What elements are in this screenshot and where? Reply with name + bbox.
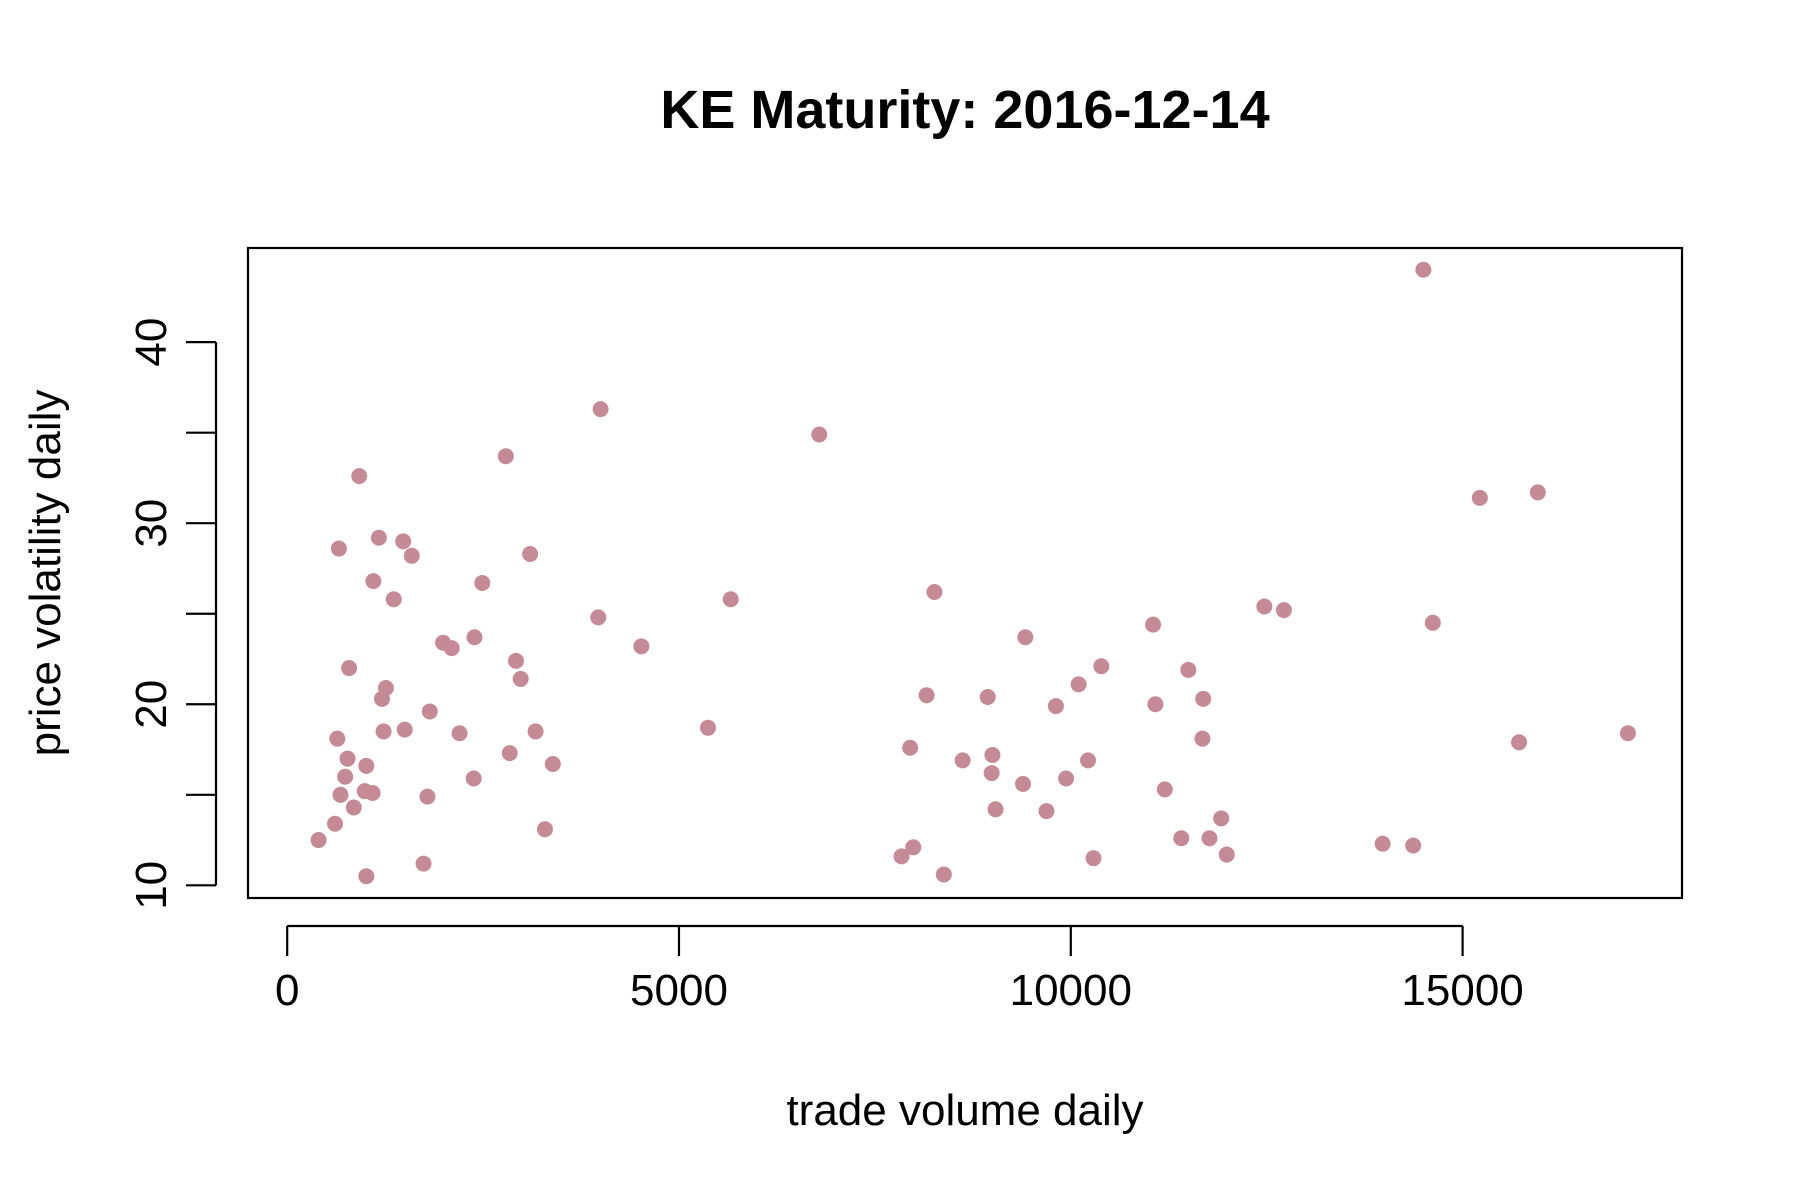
scatter-point xyxy=(592,401,609,418)
scatter-point xyxy=(1218,846,1235,863)
scatter-point xyxy=(984,746,1001,763)
scatter-point xyxy=(465,770,482,787)
scatter-point xyxy=(326,815,343,832)
scatter-point xyxy=(1256,598,1273,615)
x-tick-label: 10000 xyxy=(1010,966,1132,1015)
scatter-point xyxy=(377,679,394,696)
scatter-point xyxy=(1058,770,1075,787)
scatter-point xyxy=(1080,752,1097,769)
scatter-point xyxy=(375,723,392,740)
scatter-point xyxy=(811,426,828,443)
scatter-point xyxy=(443,640,460,657)
y-axis-label: price volatility daily xyxy=(21,390,70,757)
scatter-point xyxy=(905,839,922,856)
scatter-point xyxy=(1070,676,1087,693)
scatter-point xyxy=(1038,803,1055,820)
scatter-point xyxy=(1213,810,1230,827)
scatter-point xyxy=(466,629,483,646)
scatter-point xyxy=(337,768,354,785)
scatter-point xyxy=(419,788,436,805)
scatter-point xyxy=(536,821,553,838)
scatter-point xyxy=(497,448,514,465)
scatter-point xyxy=(310,832,327,849)
scatter-point xyxy=(395,533,412,550)
scatter-point xyxy=(345,799,362,816)
scatter-point xyxy=(370,529,387,546)
scatter-point xyxy=(1156,781,1173,798)
scatter-point xyxy=(329,730,346,747)
y-tick-label: 30 xyxy=(127,499,176,548)
scatter-point xyxy=(1405,837,1422,854)
plot-area xyxy=(246,246,1684,900)
scatter-point xyxy=(1047,698,1064,715)
scatter-point xyxy=(358,757,375,774)
scatter-point xyxy=(1145,616,1162,633)
scatter-point xyxy=(1017,629,1034,646)
scatter-point xyxy=(1471,489,1488,506)
scatter-point xyxy=(415,855,432,872)
scatter-point xyxy=(1085,850,1102,867)
scatter-point xyxy=(385,591,402,608)
scatter-point xyxy=(544,756,561,773)
scatter-point xyxy=(451,725,468,742)
scatter-point xyxy=(983,765,1000,782)
scatter-point xyxy=(1147,696,1164,713)
scatter-point xyxy=(332,786,349,803)
scatter-point xyxy=(358,868,375,885)
scatter-point xyxy=(1093,658,1110,675)
scatter-point xyxy=(1173,830,1190,847)
scatter-point xyxy=(699,719,716,736)
x-tick-label: 15000 xyxy=(1401,966,1523,1015)
scatter-point xyxy=(926,584,943,601)
scatter-point xyxy=(339,750,356,767)
scatter-point xyxy=(351,468,368,485)
scatter-point xyxy=(1415,261,1432,278)
scatter-point xyxy=(1275,602,1292,619)
scatter-point xyxy=(893,848,910,865)
x-tick-label: 0 xyxy=(275,966,299,1015)
scatter-point xyxy=(987,801,1004,818)
chart-title: KE Maturity: 2016-12-14 xyxy=(660,80,1269,140)
scatter-point xyxy=(421,703,438,720)
scatter-point xyxy=(403,547,420,564)
scatter-point xyxy=(1180,661,1197,678)
scatter-point xyxy=(365,573,382,590)
scatter-point xyxy=(501,745,518,762)
scatter-point xyxy=(722,591,739,608)
scatter-point xyxy=(527,723,544,740)
y-axis: 10 20 30 40 xyxy=(127,318,218,910)
scatter-point xyxy=(590,609,607,626)
scatter-point xyxy=(935,866,952,883)
scatter-point xyxy=(330,540,347,557)
scatter-point xyxy=(1195,690,1212,707)
scatter-point xyxy=(396,721,413,738)
scatter-point xyxy=(1511,734,1528,751)
x-axis: 0 5000 10000 15000 xyxy=(275,924,1524,1015)
scatter-point xyxy=(1201,830,1218,847)
y-tick-label: 20 xyxy=(127,680,176,729)
scatter-point xyxy=(979,689,996,706)
scatter-point xyxy=(902,739,919,756)
scatter-point xyxy=(474,574,491,591)
scatter-point xyxy=(1424,614,1441,631)
scatter-point xyxy=(364,784,381,801)
scatter-point xyxy=(1014,775,1031,792)
scatter-point xyxy=(341,660,358,677)
scatter-point xyxy=(1374,835,1391,852)
x-tick-label: 5000 xyxy=(630,966,728,1015)
scatter-point xyxy=(522,545,539,562)
y-tick-label: 40 xyxy=(127,318,176,367)
scatter-point xyxy=(1194,730,1211,747)
y-tick-label: 10 xyxy=(127,861,176,910)
scatter-point xyxy=(507,652,524,669)
x-axis-label: trade volume daily xyxy=(786,1086,1143,1135)
scatter-point xyxy=(954,752,971,769)
data-points xyxy=(310,261,1636,885)
scatter-point xyxy=(918,687,935,704)
scatter-point xyxy=(1529,484,1546,501)
scatter-point xyxy=(512,670,529,687)
scatter-point xyxy=(633,638,650,655)
scatter-point xyxy=(1619,725,1636,742)
